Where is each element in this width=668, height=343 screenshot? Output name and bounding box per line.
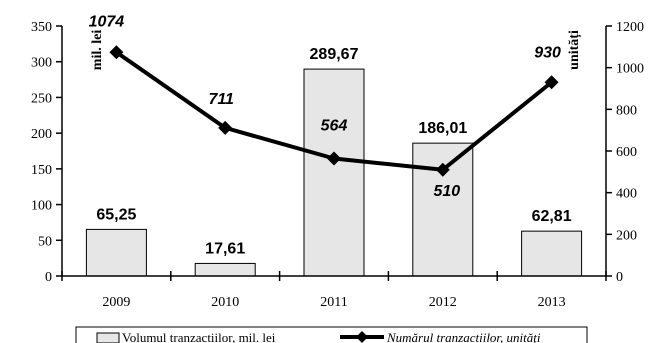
bar-2011 xyxy=(303,68,365,277)
bar-2009 xyxy=(85,228,147,277)
legend-line-label: Numărul tranzactiilor, unități xyxy=(386,330,541,343)
labels: 65,25 17,61 289,67 186,01 62,81 1074 711 564 510… xyxy=(89,13,572,257)
x-tick-label: 2012 xyxy=(429,295,457,310)
bars xyxy=(85,68,583,277)
line-value-label: 1074 xyxy=(89,13,125,30)
line-value-label: 711 xyxy=(208,91,234,108)
line-marker-2012 xyxy=(435,162,450,177)
y2-tick-label: 600 xyxy=(616,145,637,160)
y2-tick-label: 1200 xyxy=(616,20,644,35)
y2-tick-label: 400 xyxy=(616,187,637,202)
y-tick-label: 250 xyxy=(31,91,52,106)
y2-tick-label: 800 xyxy=(616,103,637,118)
y2-tick-label: 200 xyxy=(616,228,637,243)
line-series xyxy=(109,45,559,177)
x-tick-label: 2013 xyxy=(538,295,566,310)
y-tick-label: 350 xyxy=(31,20,52,35)
left-ticks: 0 50 100 150 200 250 300 350 xyxy=(31,20,62,285)
y-tick-label: 200 xyxy=(31,127,52,142)
right-ticks: 0 200 400 600 800 1000 1200 xyxy=(606,20,644,285)
x-ticks: 2009 2010 2011 2012 2013 xyxy=(61,271,607,310)
y-tick-label: 150 xyxy=(31,163,52,178)
line-value-label: 510 xyxy=(433,183,460,200)
y-tick-label: 300 xyxy=(31,56,52,71)
bar-2010 xyxy=(194,262,256,277)
x-tick-label: 2009 xyxy=(102,295,130,310)
line-marker-2010 xyxy=(218,120,233,135)
line-marker-2011 xyxy=(327,151,341,166)
legend-line-marker xyxy=(356,331,368,343)
line-marker-2009 xyxy=(109,45,124,60)
bar-value-label: 17,61 xyxy=(205,240,245,257)
legend-bar-swatch xyxy=(96,332,120,343)
line-value-label: 564 xyxy=(321,118,348,135)
x-tick-label: 2010 xyxy=(211,295,239,310)
legend-box xyxy=(75,326,588,343)
y2-axis-title: unități xyxy=(567,30,582,70)
bar-value-label: 186,01 xyxy=(418,120,467,137)
x-tick-label: 2011 xyxy=(320,295,347,310)
bar-value-label: 289,67 xyxy=(310,46,359,63)
bar-2013 xyxy=(521,230,583,277)
line-marker-2013 xyxy=(544,75,559,90)
bar-value-label: 62,81 xyxy=(532,208,572,225)
y-tick-label: 100 xyxy=(31,199,52,214)
legend: Volumul tranzactiilor, mil. lei Numărul … xyxy=(75,326,588,343)
legend-bar-label: Volumul tranzactiilor, mil. lei xyxy=(122,330,276,343)
line-value-label: 930 xyxy=(534,44,561,61)
y2-tick-label: 0 xyxy=(616,270,623,285)
y-axis-title: mil. lei xyxy=(90,30,105,71)
y-tick-label: 0 xyxy=(45,270,52,285)
y-tick-label: 50 xyxy=(38,234,52,249)
y2-tick-label: 1000 xyxy=(616,62,644,77)
bar-value-label: 65,25 xyxy=(96,206,136,223)
